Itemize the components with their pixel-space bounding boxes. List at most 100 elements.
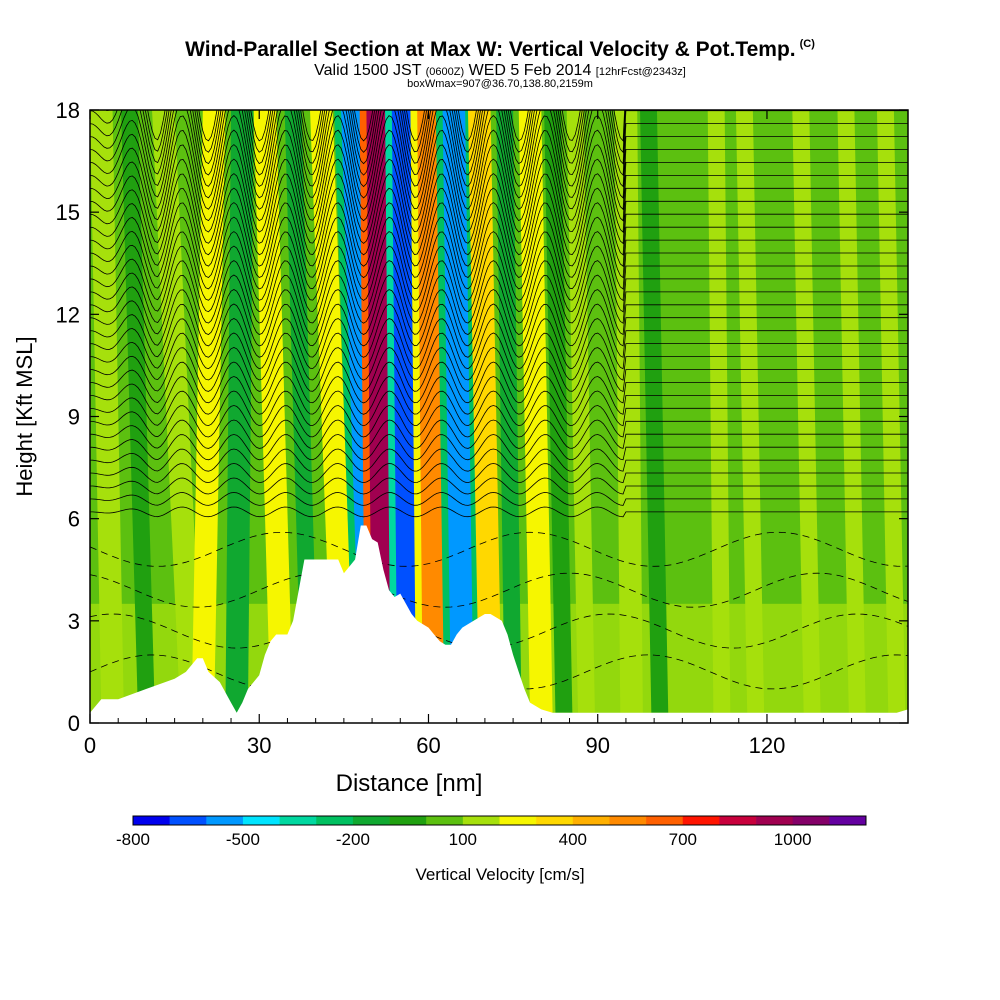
theta-contour: [90, 173, 908, 256]
velocity-band: [707, 110, 731, 713]
theta-contour: [90, 332, 908, 381]
y-tick-label: 18: [56, 98, 80, 123]
theta-contour: [90, 110, 908, 188]
colorbar-swatch: [242, 816, 280, 825]
theta-contour: [90, 390, 908, 427]
colorbar-tick-label: 100: [449, 830, 477, 849]
colorbar-swatch: [426, 816, 464, 825]
x-tick-label: 60: [416, 733, 440, 758]
theta-contour: [90, 405, 908, 438]
x-tick-label: 30: [247, 733, 271, 758]
terrain: [90, 525, 908, 723]
colorbar-tick-label: 1000: [774, 830, 812, 849]
colorbar-swatch: [316, 816, 354, 825]
colorbar-frame: [132, 815, 867, 826]
x-tick-label: 0: [84, 733, 96, 758]
velocity-band: [121, 110, 155, 713]
theta-contour-dashed: [90, 572, 908, 608]
forecast-info: [12hrFcst@2343z]: [595, 66, 686, 78]
colorbar: -800 -500 -200 100 400 700 1000 Vertical Veloci…: [116, 815, 867, 884]
colorbar-swatch: [572, 816, 610, 825]
velocity-band: [442, 110, 474, 713]
chart-title-text: Wind-Parallel Section at Max W: Vertical…: [185, 38, 796, 61]
colorbar-swatch: [133, 816, 170, 825]
colorbar-swatch: [279, 816, 317, 825]
theta-contour: [90, 376, 908, 415]
colorbar-swatch: [499, 816, 537, 825]
theta-contour-dashed: [90, 531, 908, 567]
colorbar-label: Vertical Velocity [cm/s]: [415, 865, 584, 884]
colorbar-swatch: [829, 816, 867, 825]
theta-contour: [90, 419, 908, 449]
utc-time: (0600Z): [425, 66, 465, 78]
colorbar-swatch: [206, 816, 244, 825]
velocity-band: [837, 110, 866, 713]
velocity-band: [90, 110, 124, 713]
theta-contour: [90, 347, 908, 393]
theta-contour: [90, 492, 908, 506]
theta-contour: [90, 434, 908, 461]
theta-contour: [90, 216, 908, 290]
colorbar-swatch: [352, 816, 390, 825]
velocity-band: [614, 110, 643, 713]
colorbar-swatch: [609, 816, 647, 825]
colorbar-tick-label: -800: [116, 830, 150, 849]
colorbar-swatch: [462, 816, 500, 825]
colorbar-swatch: [682, 816, 720, 825]
y-tick-label: 15: [56, 200, 80, 225]
theta-contour: [90, 260, 908, 324]
y-tick-label: 12: [56, 302, 80, 327]
y-axis-label: Height [Kft MSL]: [12, 336, 37, 496]
plot-area: [90, 110, 908, 723]
theta-contour: [90, 289, 908, 347]
theta-contour: [90, 144, 908, 233]
theta-contour: [90, 303, 908, 358]
colorbar-swatch: [646, 816, 684, 825]
velocity-band: [191, 110, 226, 713]
y-tick-label: 3: [68, 609, 80, 634]
colorbar-swatch: [719, 816, 757, 825]
colorbar-swatch: [792, 816, 830, 825]
theta-contour: [90, 187, 908, 267]
theta-contour: [90, 110, 908, 177]
theta-contour: [90, 274, 908, 336]
y-tick-label: 0: [68, 711, 80, 736]
y-tick-label: 6: [68, 507, 80, 532]
x-tick-label: 90: [585, 733, 609, 758]
velocity-band: [310, 110, 356, 713]
colorbar-tick-label: 400: [559, 830, 587, 849]
colorbar-swatch: [756, 816, 793, 825]
x-axis-label: Distance [nm]: [336, 770, 483, 797]
chart-title: Wind-Parallel Section at Max W: Vertical…: [0, 38, 1000, 62]
y-tick-label: 9: [68, 405, 80, 430]
colorbar-swatch: [536, 816, 574, 825]
x-tick-label: 120: [749, 733, 786, 758]
theta-contour: [90, 477, 908, 495]
valid-time: Valid 1500 JST: [314, 62, 422, 79]
valid-date: WED 5 Feb 2014: [468, 62, 592, 79]
theta-contour: [90, 202, 908, 279]
velocity-band: [152, 110, 203, 713]
colorbar-tick-label: 700: [669, 830, 697, 849]
colorbar-swatch: [389, 816, 427, 825]
theta-contour: [90, 115, 908, 211]
theta-contour: [90, 361, 908, 404]
chart-subtitle: Valid 1500 JST (0600Z) WED 5 Feb 2014 [1…: [0, 62, 1000, 80]
colorbar-tick-label: -500: [226, 830, 260, 849]
box-info: boxWmax=907@36.70,138.80,2159m: [407, 78, 593, 90]
theta-contour: [90, 506, 908, 518]
theta-contour: [90, 245, 908, 313]
colorbar-tick-label: -200: [336, 830, 370, 849]
theta-contour: [90, 318, 908, 370]
theta-contour: [90, 463, 908, 484]
velocity-band: [225, 110, 254, 713]
velocity-band: [253, 110, 294, 713]
velocity-band: [566, 110, 595, 713]
theta-contour: [90, 110, 908, 199]
velocity-band: [640, 110, 669, 713]
velocity-band: [735, 110, 765, 713]
theta-contour-dashed: [90, 654, 908, 690]
theta-contour: [90, 448, 908, 472]
theta-contour: [90, 231, 908, 302]
